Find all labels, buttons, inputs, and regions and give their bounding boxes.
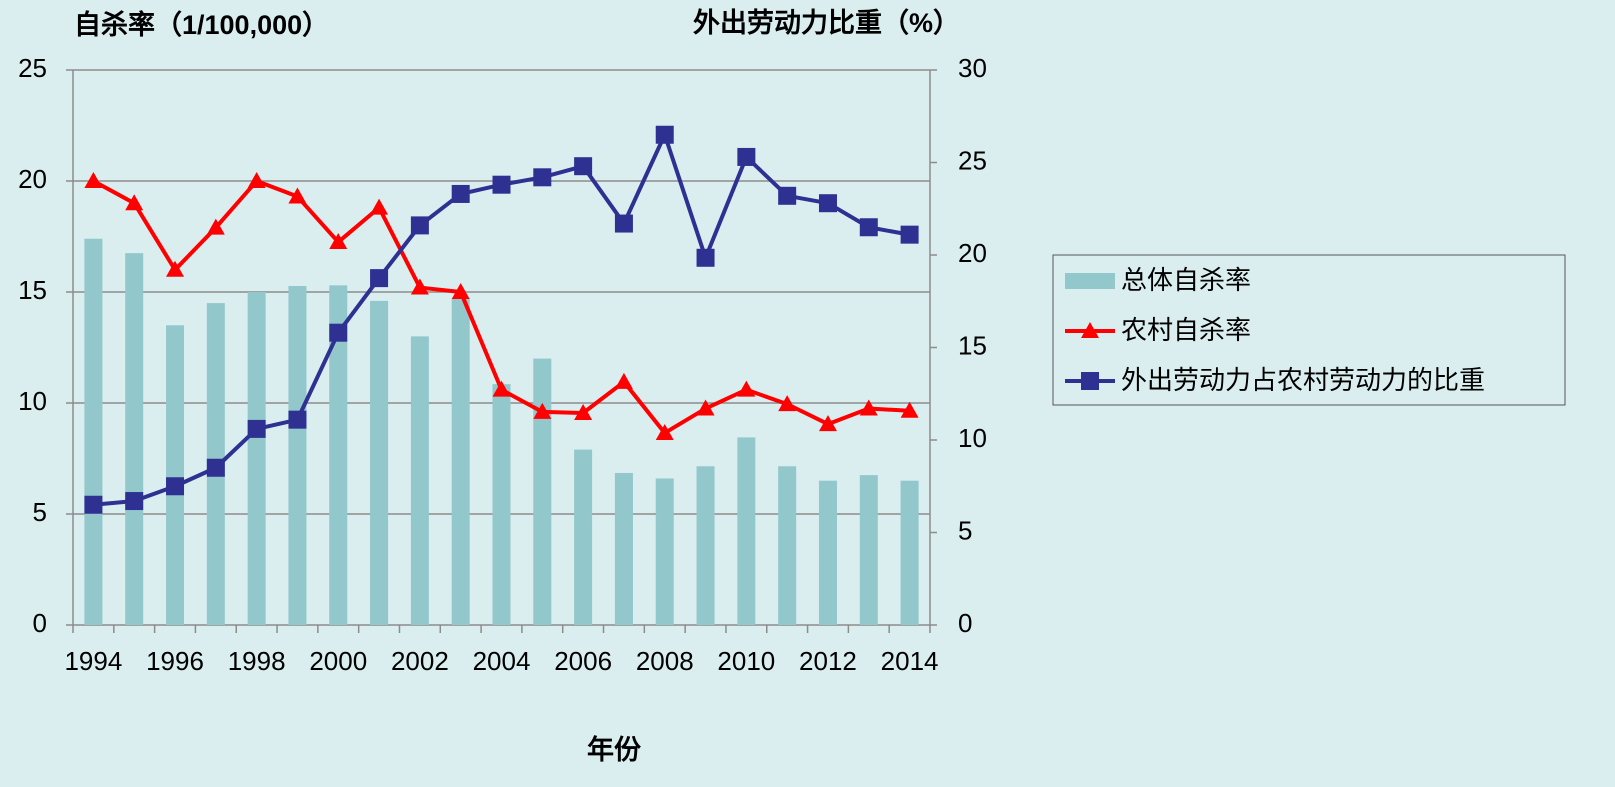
marker — [370, 198, 389, 215]
y-tick-label: 10 — [18, 386, 47, 416]
marker — [206, 458, 225, 477]
marker — [818, 194, 837, 213]
marker — [859, 399, 878, 416]
marker — [288, 410, 307, 429]
marker — [696, 399, 715, 416]
y2-tick-label: 20 — [958, 238, 987, 268]
bar — [288, 286, 307, 625]
bar — [737, 437, 756, 625]
legend-label: 农村自杀率 — [1121, 315, 1251, 345]
marker — [451, 184, 470, 203]
marker — [900, 225, 919, 244]
marker — [737, 380, 756, 397]
marker — [288, 187, 307, 204]
marker — [166, 260, 185, 277]
x-tick-label: 2002 — [391, 646, 449, 676]
x-tick-label: 2014 — [881, 646, 939, 676]
marker — [125, 194, 144, 211]
bar — [370, 300, 389, 625]
marker — [1081, 322, 1099, 338]
y2-axis-title: 外出劳动力比重（%） — [693, 8, 960, 38]
marker — [451, 283, 470, 299]
marker — [410, 216, 429, 235]
y-tick-label: 5 — [33, 497, 47, 527]
x-tick-label: 2008 — [636, 646, 694, 676]
bar — [247, 292, 266, 625]
x-tick-label: 1998 — [228, 646, 286, 676]
marker — [84, 495, 103, 514]
marker — [410, 278, 429, 295]
marker — [125, 492, 144, 511]
x-tick-label: 2000 — [309, 646, 367, 676]
bar — [329, 285, 348, 625]
bar — [84, 238, 103, 625]
marker — [778, 186, 797, 205]
y-tick-label: 0 — [33, 608, 47, 638]
marker — [533, 402, 552, 419]
marker — [574, 157, 593, 176]
marker — [696, 248, 715, 267]
x-axis-title: 年份 — [587, 734, 641, 765]
marker — [737, 147, 756, 166]
marker — [778, 395, 797, 412]
marker — [247, 419, 266, 438]
marker — [859, 218, 878, 237]
marker — [206, 218, 225, 235]
x-tick-label: 1994 — [64, 646, 122, 676]
legend-swatch — [1065, 273, 1115, 289]
marker — [533, 168, 552, 187]
y2-tick-label: 10 — [958, 423, 987, 453]
marker — [492, 380, 511, 397]
marker — [166, 477, 185, 496]
bar — [900, 480, 919, 625]
bar — [614, 472, 633, 625]
y-axis-title: 自杀率（1/100,000） — [74, 9, 329, 40]
marker — [1081, 372, 1099, 390]
bar — [655, 478, 674, 625]
bar — [574, 449, 593, 625]
bar — [492, 384, 511, 625]
y2-tick-label: 0 — [958, 608, 972, 638]
bar — [859, 475, 878, 625]
x-tick-label: 2006 — [554, 646, 612, 676]
bar — [125, 253, 144, 625]
bar — [818, 480, 837, 625]
bar — [410, 336, 429, 625]
marker — [900, 401, 919, 418]
marker — [247, 172, 266, 188]
y2-tick-label: 30 — [958, 53, 987, 83]
bar — [696, 466, 715, 625]
marker — [655, 125, 674, 144]
y2-tick-label: 25 — [958, 145, 987, 175]
marker — [329, 233, 348, 250]
legend-label: 外出劳动力占农村劳动力的比重 — [1121, 365, 1485, 395]
marker — [84, 172, 103, 188]
x-tick-label: 2010 — [717, 646, 775, 676]
x-tick-label: 2004 — [473, 646, 531, 676]
marker — [614, 214, 633, 233]
marker — [492, 175, 511, 194]
bar — [533, 358, 552, 625]
marker — [370, 269, 389, 288]
marker — [655, 423, 674, 440]
legend-label: 总体自杀率 — [1121, 265, 1251, 295]
y-tick-label: 20 — [18, 164, 47, 194]
marker — [574, 403, 593, 420]
y-tick-label: 15 — [18, 275, 47, 305]
x-tick-label: 2012 — [799, 646, 857, 676]
marker — [614, 372, 633, 389]
bar — [166, 325, 185, 625]
y-tick-label: 25 — [18, 53, 47, 83]
legend-box — [1052, 254, 1566, 406]
marker — [329, 323, 348, 342]
y2-tick-label: 15 — [958, 330, 987, 360]
x-tick-label: 1996 — [146, 646, 204, 676]
bar — [451, 298, 470, 625]
y2-tick-label: 5 — [958, 515, 972, 545]
bar — [778, 466, 797, 625]
marker — [818, 415, 837, 432]
